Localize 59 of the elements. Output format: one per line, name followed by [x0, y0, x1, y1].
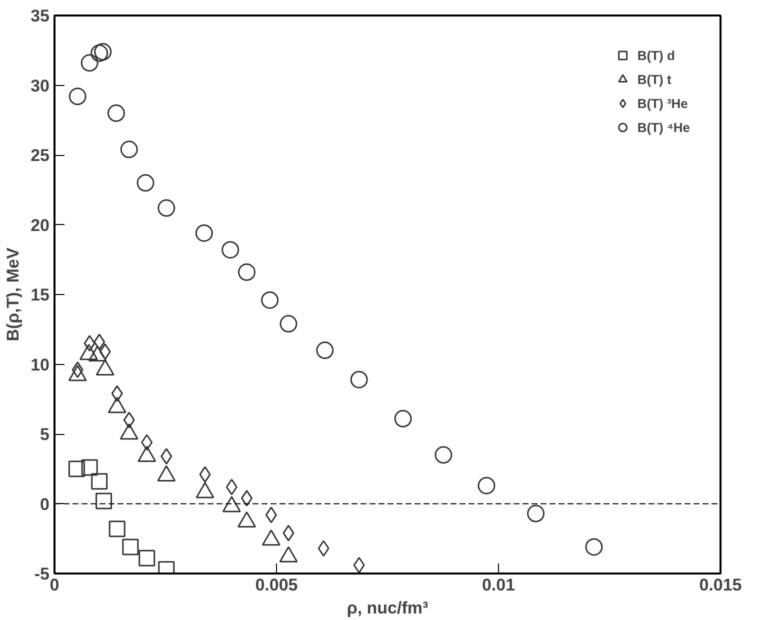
point: [138, 550, 156, 566]
point: [199, 466, 211, 483]
point: [261, 291, 279, 309]
legend-label: B(T) ³He: [637, 96, 688, 110]
point: [111, 385, 123, 402]
x-axis-title: ρ, nuc/fm³: [346, 598, 429, 618]
point: [90, 44, 108, 62]
point: [353, 556, 365, 574]
point: [160, 448, 172, 465]
point: [527, 504, 545, 522]
point: [434, 446, 452, 464]
point: [80, 54, 98, 72]
y-tick-label: 0: [40, 494, 50, 514]
x-tick-label: 0.01: [482, 576, 516, 594]
y-tick-label: -5: [34, 564, 50, 584]
point: [280, 315, 298, 333]
point: [120, 140, 138, 158]
point: [96, 492, 112, 510]
point: [585, 538, 603, 556]
point: [282, 524, 294, 542]
point: [72, 362, 84, 378]
y-tick-label: 10: [30, 355, 50, 374]
y-tick-label: 15: [30, 286, 50, 304]
point: [195, 224, 213, 242]
y-tick-label: 35: [30, 6, 50, 26]
point: [122, 538, 139, 556]
point: [94, 43, 112, 61]
point: [141, 434, 153, 451]
point: [222, 241, 240, 259]
point: [226, 478, 238, 496]
point: [123, 412, 135, 428]
point: [94, 334, 106, 350]
point: [84, 335, 96, 352]
point: [68, 460, 85, 478]
point: [68, 88, 86, 106]
x-tick-label: 0.005: [255, 576, 298, 594]
point: [136, 174, 154, 192]
y-tick-label: 25: [30, 146, 50, 165]
point: [158, 199, 176, 217]
point: [350, 370, 368, 388]
point: [394, 410, 412, 428]
point: [107, 104, 125, 122]
legend-label: B(T) d: [637, 48, 675, 62]
point: [316, 342, 334, 360]
point: [238, 263, 256, 281]
legend-label: B(T) ⁴He: [637, 120, 690, 134]
point: [99, 343, 111, 360]
point: [81, 459, 98, 476]
point: [478, 476, 496, 494]
point: [108, 520, 126, 538]
y-tick-label: 5: [40, 425, 50, 444]
y-axis-title: B(ρ,T), MeV: [4, 247, 23, 342]
point: [265, 506, 277, 524]
y-tick-label: 30: [30, 76, 50, 96]
y-tick-label: 20: [30, 216, 50, 235]
point: [91, 473, 108, 490]
legend-label: B(T) t: [637, 72, 672, 86]
point: [318, 540, 330, 557]
x-tick-label: 0.015: [699, 576, 742, 594]
